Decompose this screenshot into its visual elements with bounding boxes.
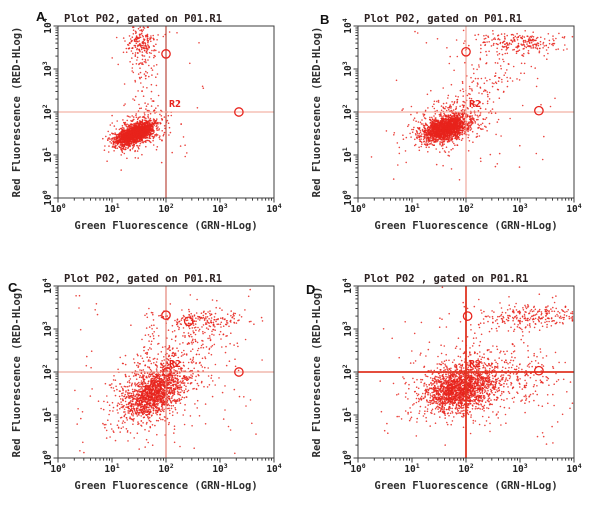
- svg-text:Green Fluorescence (GRN-HLog): Green Fluorescence (GRN-HLog): [74, 220, 257, 232]
- svg-text:Red Fluorescence (RED-HLog): Red Fluorescence (RED-HLog): [11, 27, 23, 198]
- svg-text:103: 103: [212, 202, 227, 215]
- svg-text:104: 104: [266, 202, 281, 215]
- svg-text:102: 102: [41, 104, 54, 119]
- panel-letter-b: B: [320, 12, 330, 27]
- panel-letter-a: A: [36, 9, 46, 24]
- svg-text:103: 103: [41, 61, 54, 76]
- panel-letter-d: D: [306, 282, 316, 297]
- panel-letter-c: C: [8, 280, 18, 295]
- svg-text:Plot P02, gated on P01.R1: Plot P02, gated on P01.R1: [64, 13, 222, 25]
- panel-d: D R2 100 100 101 101 102 102 103 103 104 104 Plot P…: [300, 260, 600, 520]
- svg-text:102: 102: [158, 202, 173, 215]
- svg-text:101: 101: [104, 202, 119, 215]
- panel-c: C R2 100 100 101 101 102 102 103 103 104 104 Plot P…: [0, 260, 300, 520]
- svg-text:R2: R2: [169, 99, 181, 110]
- panel-b: B R2 100 100 101 101 102 102 103 103 104 104 Plot P…: [300, 0, 600, 260]
- svg-text:101: 101: [41, 147, 54, 162]
- panel-a: A R2 100 100 101 101 102 102 103 103 104 104 Plot P…: [0, 0, 300, 260]
- svg-text:100: 100: [41, 190, 54, 205]
